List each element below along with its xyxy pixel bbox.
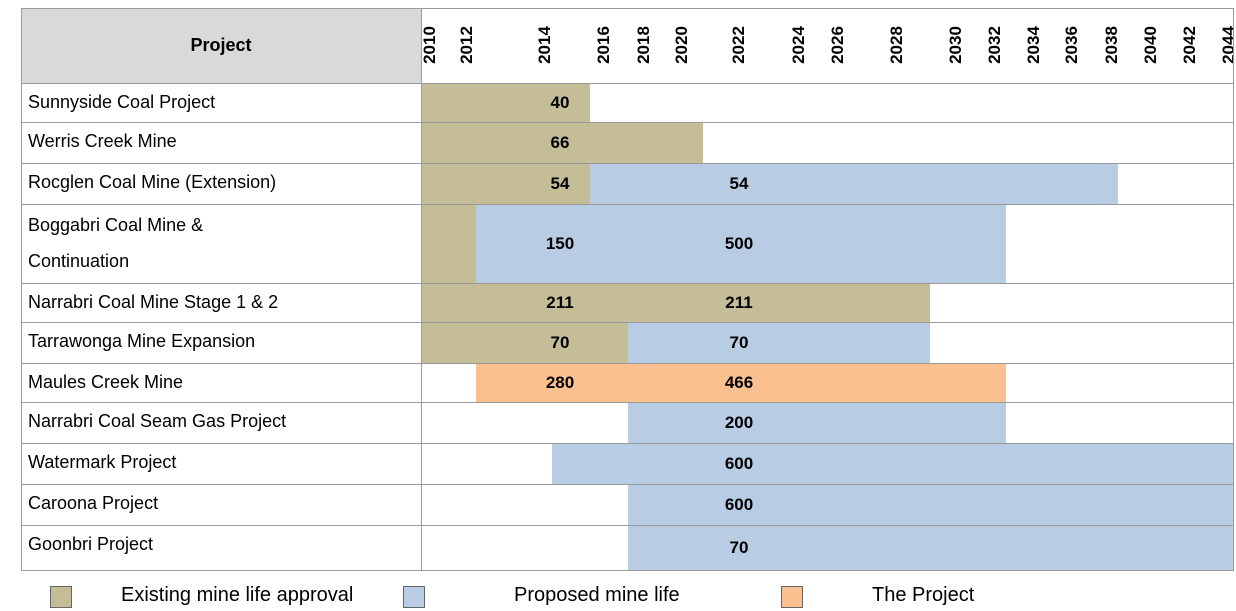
row-border — [21, 8, 1234, 9]
timeline-bar — [421, 283, 930, 322]
bar-label: 600 — [724, 494, 754, 514]
row-border — [21, 525, 1234, 526]
project-name: Maules Creek Mine — [28, 372, 184, 392]
column-border — [421, 8, 422, 570]
year-label: 2036 — [1062, 26, 1081, 64]
year-label: 2032 — [985, 26, 1004, 64]
legend-label: The Project — [872, 584, 975, 606]
timeline-bar — [421, 322, 628, 363]
year-label: 2028 — [887, 26, 906, 64]
row-border — [21, 443, 1234, 444]
year-label: 2042 — [1180, 26, 1199, 64]
timeline-bar — [476, 204, 1006, 283]
project-name: Caroona Project — [28, 493, 159, 513]
row-border — [21, 122, 1234, 123]
row-border — [21, 83, 1234, 84]
project-name: Tarrawonga Mine Expansion — [28, 331, 256, 351]
column-border — [21, 8, 22, 570]
bar-label: 70 — [729, 332, 749, 352]
row-border — [21, 484, 1234, 485]
timeline-bar — [590, 163, 1118, 204]
project-name: Narrabri Coal Mine Stage 1 & 2 — [28, 292, 279, 312]
project-name: Werris Creek Mine — [28, 131, 177, 151]
project-name: Sunnyside Coal Project — [28, 92, 216, 112]
row-border — [21, 204, 1234, 205]
timeline-bar — [421, 163, 590, 204]
year-label: 2016 — [594, 26, 613, 64]
bar-label: 200 — [724, 412, 754, 432]
year-label: 2010 — [420, 26, 439, 64]
row-border — [21, 163, 1234, 164]
legend-label: Proposed mine life — [514, 584, 680, 606]
legend-swatch — [50, 586, 72, 608]
timeline-bar — [628, 484, 1234, 525]
project-name: Watermark Project — [28, 452, 177, 472]
project-name: Boggabri Coal Mine & Continuation — [28, 215, 204, 271]
year-label: 2034 — [1024, 26, 1043, 64]
bar-label: 466 — [724, 372, 754, 392]
timeline-bar — [421, 83, 590, 122]
year-label: 2040 — [1141, 26, 1160, 64]
project-name: Goonbri Project — [28, 534, 154, 554]
legend-label: Existing mine life approval — [121, 584, 354, 606]
year-label: 2026 — [828, 26, 847, 64]
year-label: 2030 — [946, 26, 965, 64]
bar-label: 70 — [550, 332, 570, 352]
timeline-bar — [628, 322, 930, 363]
bar-label: 150 — [545, 233, 575, 253]
row-border — [21, 283, 1234, 284]
timeline-bar — [476, 363, 1006, 402]
timeline-bar — [628, 525, 1234, 570]
timeline-bar — [552, 443, 1234, 484]
year-label: 2038 — [1102, 26, 1121, 64]
bar-label: 54 — [550, 173, 570, 193]
bar-label: 211 — [546, 292, 574, 312]
row-border — [21, 363, 1234, 364]
row-border — [21, 322, 1234, 323]
legend-swatch — [781, 586, 803, 608]
bar-label: 280 — [545, 372, 575, 392]
bar-label: 211 — [725, 292, 753, 312]
project-name: Narrabri Coal Seam Gas Project — [28, 411, 287, 431]
header-background — [21, 8, 421, 83]
year-label: 2012 — [457, 26, 476, 64]
year-label: 2022 — [729, 26, 748, 64]
bar-label: 600 — [724, 453, 754, 473]
year-label: 2020 — [672, 26, 691, 64]
project-header: Project — [190, 35, 252, 55]
row-border — [21, 570, 1234, 571]
bar-label: 54 — [729, 173, 749, 193]
timeline-bar — [421, 204, 476, 283]
bar-label: 500 — [724, 233, 754, 253]
year-label: 2014 — [535, 26, 554, 64]
legend-swatch — [403, 586, 425, 608]
bar-label: 40 — [550, 92, 570, 112]
bar-label: 66 — [550, 132, 570, 152]
column-border — [1233, 8, 1234, 570]
row-border — [21, 402, 1234, 403]
timeline-bar — [628, 402, 1006, 443]
bar-label: 70 — [729, 537, 749, 557]
project-name: Rocglen Coal Mine (Extension) — [28, 172, 277, 192]
timeline-bar — [421, 122, 703, 163]
year-label: 2024 — [789, 26, 808, 64]
year-label: 2018 — [634, 26, 653, 64]
